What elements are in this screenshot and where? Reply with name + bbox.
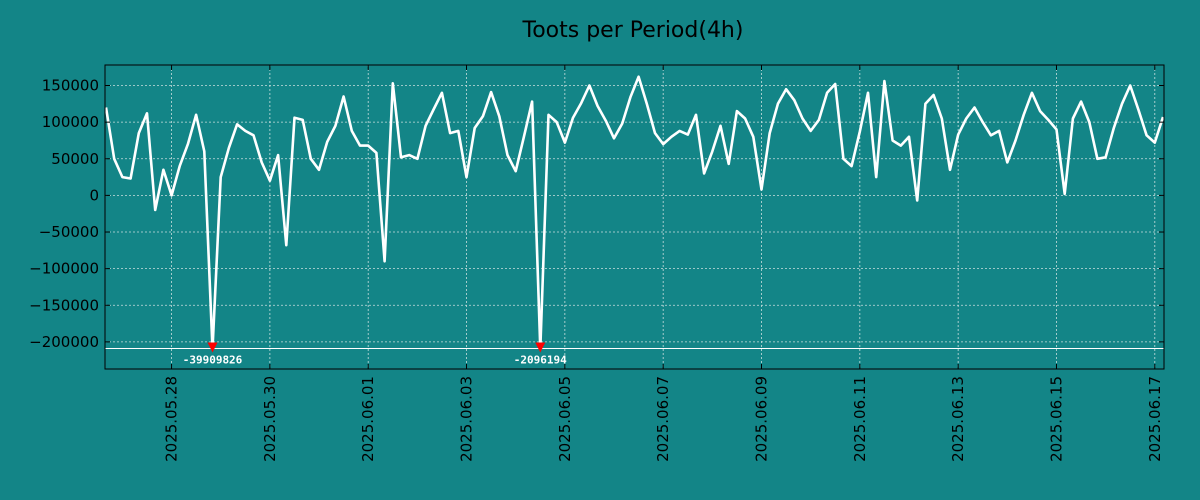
y-tick-label: 0 <box>89 186 99 204</box>
x-tick-label: 2025.06.03 <box>458 376 476 462</box>
x-axis: 2025.05.28 2025.05.30 2025.06.01 2025.06.03… <box>163 65 1164 462</box>
x-tick-label: 2025.06.15 <box>1047 376 1065 462</box>
y-tick-label: −100000 <box>29 260 99 278</box>
y-tick-label: −50000 <box>39 223 99 241</box>
x-tick-label: 2025.05.28 <box>163 376 181 462</box>
series-line <box>104 75 1165 351</box>
annotation-label: -39909826 <box>183 353 243 366</box>
annotation-label: -2096194 <box>514 353 567 366</box>
chart-title: Toots per Period(4h) <box>522 18 744 43</box>
x-tick-label: 2025.06.09 <box>753 376 771 462</box>
plot-frame <box>104 64 1165 370</box>
y-tick-label: 50000 <box>51 150 99 168</box>
x-tick-label: 2025.06.11 <box>851 376 869 462</box>
x-tick-label: 2025.06.17 <box>1146 376 1164 462</box>
series-layer <box>104 75 1165 351</box>
x-tick-label: 2025.06.05 <box>556 376 574 462</box>
grid <box>105 65 1164 369</box>
x-tick-label: 2025.06.01 <box>359 376 377 462</box>
x-tick-label: 2025.05.30 <box>261 376 279 462</box>
y-tick-label: −150000 <box>29 296 99 314</box>
x-tick-label: 2025.06.13 <box>949 376 967 462</box>
y-axis: 150000 100000 50000 0 −50000 −100000 −150000 −2… <box>29 77 1164 351</box>
min-marker <box>535 342 546 353</box>
min-marker <box>207 342 218 353</box>
y-tick-label: 150000 <box>42 77 99 95</box>
y-tick-label: −200000 <box>29 333 99 351</box>
y-tick-label: 100000 <box>42 113 99 131</box>
annotation-markers: -39909826 -2096194 <box>183 342 567 366</box>
x-tick-label: 2025.06.07 <box>654 376 672 462</box>
